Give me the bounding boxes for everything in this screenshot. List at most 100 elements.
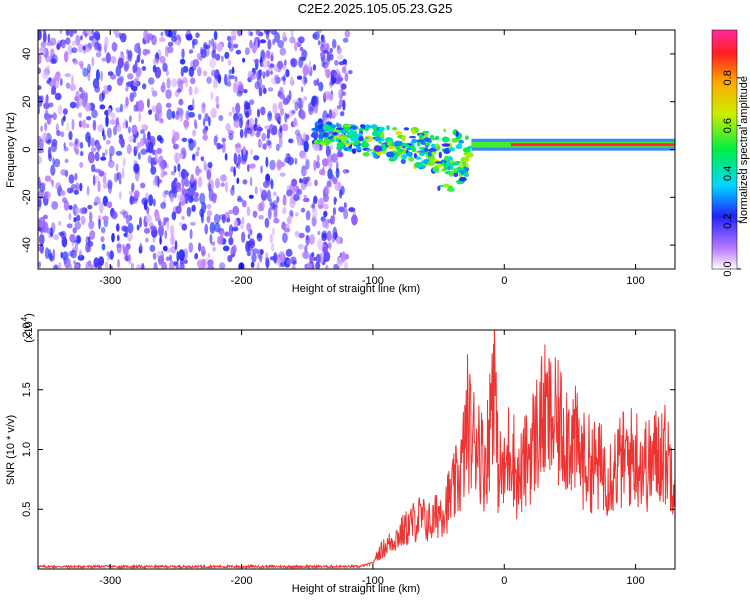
noise-blob	[348, 207, 356, 213]
noise-blob	[60, 78, 63, 86]
noise-blob	[101, 57, 107, 62]
noise-blob	[121, 225, 128, 232]
noise-blob	[115, 150, 123, 156]
signal-blob	[411, 138, 418, 144]
noise-blob	[69, 30, 74, 38]
noise-blob	[298, 103, 303, 110]
noise-blob	[274, 112, 281, 122]
noise-blob	[161, 81, 166, 93]
noise-blob	[62, 108, 68, 115]
noise-blob	[168, 260, 175, 269]
noise-blob	[64, 158, 69, 164]
noise-blob	[221, 141, 226, 154]
noise-blob	[209, 58, 216, 69]
colorbar-gradient	[711, 29, 738, 270]
noise-blob	[126, 230, 133, 242]
noise-blob	[80, 63, 84, 70]
noise-blob	[281, 76, 286, 81]
noise-blob	[319, 51, 325, 58]
noise-blob	[144, 137, 149, 146]
noise-blob	[98, 218, 101, 230]
signal-blob	[441, 162, 446, 166]
noise-blob	[80, 35, 83, 41]
noise-blob	[213, 30, 218, 41]
noise-blob	[74, 138, 78, 145]
noise-blob	[342, 99, 346, 111]
noise-blob	[221, 213, 226, 224]
noise-blob	[116, 77, 123, 86]
signal-blob	[405, 147, 412, 151]
noise-blob	[192, 98, 195, 110]
noise-blob	[89, 35, 94, 41]
noise-blob	[174, 240, 178, 251]
signal-blob	[435, 164, 444, 168]
noise-blob	[159, 137, 164, 144]
noise-blob	[228, 209, 234, 215]
noise-blob	[277, 60, 284, 70]
noise-blob	[237, 153, 241, 166]
noise-blob	[207, 161, 213, 169]
signal-blob	[434, 135, 440, 141]
noise-blob	[321, 158, 329, 167]
noise-blob	[343, 202, 347, 209]
noise-blob	[79, 182, 83, 192]
spectrogram-x-tick-label: -200	[231, 275, 253, 287]
noise-blob	[107, 160, 115, 169]
noise-blob	[104, 148, 108, 156]
noise-blob	[311, 215, 317, 227]
noise-blob	[331, 234, 336, 243]
noise-blob	[195, 32, 200, 38]
noise-blob	[82, 67, 89, 78]
signal-blob	[411, 128, 416, 135]
noise-blob	[225, 181, 228, 193]
noise-blob	[143, 227, 151, 234]
noise-blob	[58, 262, 62, 269]
noise-blob	[165, 69, 169, 77]
noise-blob	[237, 195, 242, 200]
noise-blob	[304, 245, 308, 253]
signal-blob	[458, 139, 464, 144]
noise-blob	[293, 117, 298, 126]
noise-blob	[281, 123, 289, 132]
noise-blob	[81, 120, 86, 126]
noise-blob	[273, 209, 278, 220]
noise-blob	[302, 176, 309, 185]
noise-blob	[254, 117, 258, 125]
noise-blob	[211, 241, 216, 246]
noise-blob	[256, 261, 260, 269]
noise-blob	[117, 234, 120, 242]
noise-blob	[273, 252, 278, 264]
noise-blob	[42, 31, 47, 43]
noise-blob	[208, 116, 211, 127]
noise-blob	[294, 230, 300, 238]
noise-blob	[252, 248, 259, 254]
noise-blob	[73, 217, 77, 223]
noise-blob	[74, 172, 78, 181]
signal-blob	[465, 135, 469, 140]
noise-blob	[54, 92, 62, 101]
noise-blob	[259, 39, 267, 44]
noise-blob	[277, 90, 282, 96]
noise-blob	[57, 104, 63, 115]
noise-blob	[159, 236, 162, 245]
noise-blob	[94, 196, 101, 205]
noise-blob	[303, 140, 309, 153]
noise-blob	[176, 88, 182, 93]
noise-blob	[147, 131, 151, 141]
noise-blob	[292, 260, 297, 265]
noise-blob	[343, 208, 349, 220]
noise-blob	[73, 260, 76, 265]
noise-blob	[120, 32, 127, 43]
noise-blob	[211, 49, 216, 59]
noise-blob	[80, 150, 84, 157]
noise-blob	[206, 209, 213, 217]
noise-blob	[145, 214, 152, 224]
noise-blob	[305, 210, 311, 221]
noise-blob	[143, 200, 148, 211]
noise-blob	[224, 73, 228, 86]
noise-blob	[117, 57, 124, 69]
noise-blob	[116, 223, 120, 232]
noise-blob	[103, 182, 108, 189]
noise-blob	[305, 235, 309, 241]
noise-blob	[344, 72, 349, 82]
